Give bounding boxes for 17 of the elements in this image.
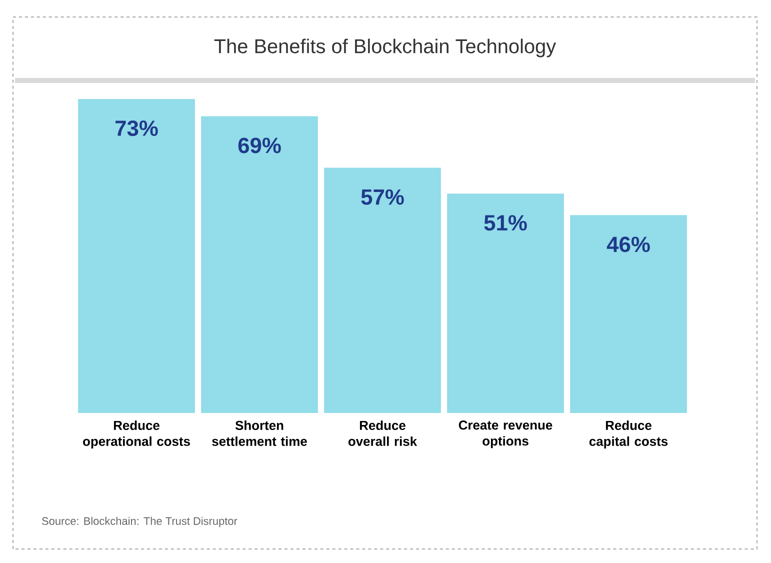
x-tick-label: Reduce overall risk [348, 420, 418, 446]
data-label: 46% [606, 236, 650, 252]
data-label: 57% [361, 189, 404, 205]
bar [324, 168, 441, 413]
bar [78, 98, 195, 413]
chart-title: The Benefits of Blockchain Technology [214, 38, 556, 58]
x-tick-label: Shorten settlement time [212, 420, 307, 446]
bar [447, 194, 564, 413]
data-label: 69% [238, 138, 281, 154]
data-label: 73% [116, 120, 158, 136]
data-label: 51% [484, 215, 527, 231]
bar [201, 116, 318, 413]
bar [570, 215, 687, 413]
x-tick-label: Reduce operational costs [83, 420, 190, 449]
x-tick-label: Create revenue options [458, 420, 552, 448]
x-tick-label: Reduce capital costs [589, 420, 668, 449]
source-note: Source: Blockchain: The Trust Disruptor [42, 516, 238, 528]
